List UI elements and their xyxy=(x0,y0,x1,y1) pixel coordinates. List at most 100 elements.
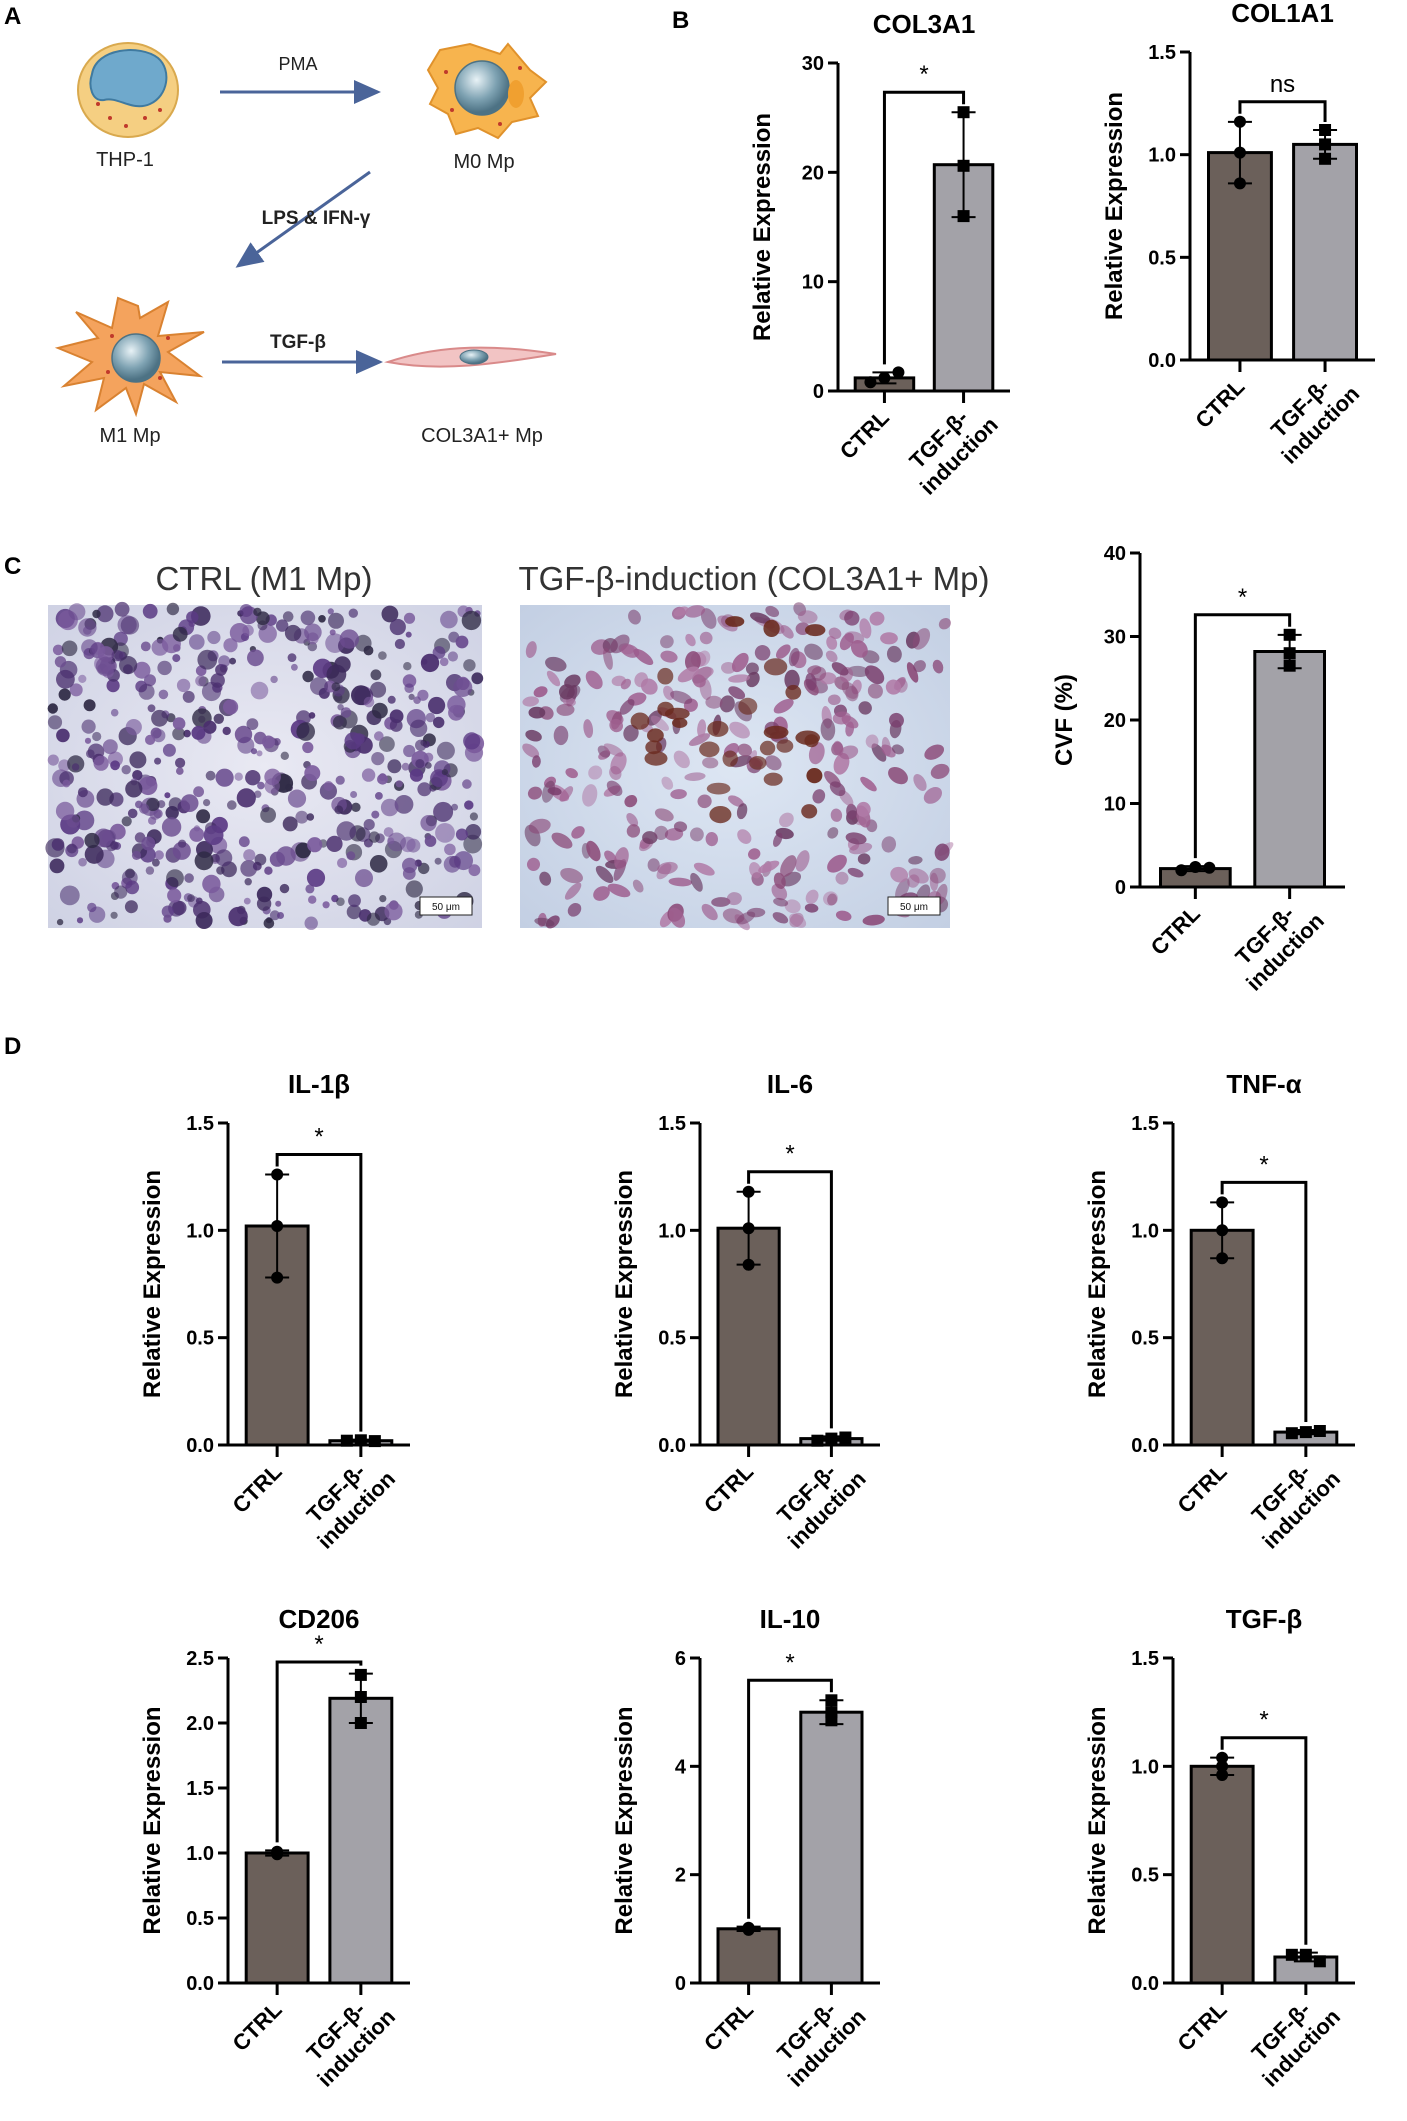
ctrl-cell-dot xyxy=(124,900,138,914)
ctrl-cell-dot xyxy=(302,670,314,683)
data-point xyxy=(1313,1425,1326,1437)
ctrl-cell-dot xyxy=(187,894,195,902)
ctrl-cell-dot xyxy=(69,683,83,697)
ctrl-cell-dot xyxy=(154,757,162,765)
ctrl-cell-dot xyxy=(432,646,446,659)
ctrl-cell-dot xyxy=(56,728,70,743)
ctrl-cell-dot xyxy=(102,739,118,755)
tgf-cell-dot xyxy=(772,832,783,847)
ctrl-cell-dot xyxy=(433,801,454,822)
tgf-cell-dot xyxy=(619,699,635,715)
ctrl-cell-dot xyxy=(229,657,237,665)
tgf-cell-dot xyxy=(606,780,623,796)
tgf-cell-dot xyxy=(700,608,717,629)
y-axis-label: Relative Expression xyxy=(139,1170,166,1398)
y-tick-label: 1.5 xyxy=(1148,42,1176,64)
tgf-cell-dot xyxy=(692,674,706,688)
ctrl-cell-dot xyxy=(113,631,128,646)
tgf-cell-dot xyxy=(621,644,640,658)
ctrl-cell-dot xyxy=(194,851,214,871)
ctrl-cell-dot xyxy=(131,850,142,861)
tgf-cell-dot xyxy=(654,825,669,840)
col3a1-cell-icon xyxy=(384,346,557,368)
bar-ctrl xyxy=(244,1851,310,1985)
ctrl-cell-dot xyxy=(140,641,151,652)
ctrl-cell-dot xyxy=(350,791,358,798)
ctrl-cell-dot xyxy=(172,841,191,860)
ctrl-cell-dot xyxy=(203,825,224,845)
data-point xyxy=(1233,115,1246,128)
ctrl-cell-dot xyxy=(355,869,373,888)
ctrl-cell-dot xyxy=(87,902,97,913)
ctrl-cell-dot xyxy=(139,803,150,814)
ctrl-cell-dot xyxy=(387,837,395,844)
ctrl-cell-dot xyxy=(378,651,387,660)
data-point xyxy=(1299,1426,1312,1439)
tgf-cell-dot xyxy=(867,683,883,699)
y-tick-label: 0.0 xyxy=(658,1435,686,1457)
tgf-cell-dot xyxy=(864,665,885,685)
tgf-cell-dot xyxy=(609,718,624,733)
significance-label: * xyxy=(1259,1151,1268,1178)
tgf-cell-dot xyxy=(607,883,631,898)
ctrl-cell-dot xyxy=(58,688,71,701)
tgf-cell-dot xyxy=(654,808,674,822)
tgf-cell-dot xyxy=(923,787,943,804)
tgf-cell-dot xyxy=(913,774,927,791)
tgf-cell-dot xyxy=(731,652,749,673)
tgf-cell-dot xyxy=(795,850,810,872)
tgf-cell-dot xyxy=(828,627,842,640)
ctrl-cell-dot xyxy=(381,605,399,623)
ctrl-cell-dot xyxy=(424,762,432,769)
ctrl-cell-dot xyxy=(166,602,180,616)
ctrl-cell-dot xyxy=(239,604,253,617)
significance-bracket xyxy=(1220,1736,1308,1945)
tgf-cell-dot xyxy=(545,656,567,672)
ctrl-cell-dot xyxy=(322,901,330,909)
tgf-cell-dot xyxy=(588,765,603,780)
tgf-cell-dot xyxy=(603,647,613,670)
ctrl-cell-dot xyxy=(408,693,415,701)
bar-tgf-induction xyxy=(328,1696,394,1985)
ctrl-cell-dot xyxy=(202,874,221,894)
ctrl-cell-dot xyxy=(114,885,128,899)
tgf-cell-dot xyxy=(907,874,920,888)
y-tick-label: 0.5 xyxy=(658,1328,686,1350)
ctrl-cell-dot xyxy=(146,797,160,812)
tgf-collagen-dot xyxy=(645,740,663,755)
ctrl-cell-dot xyxy=(49,858,65,874)
ctrl-cell-dot xyxy=(323,781,334,791)
ctrl-cell-dot xyxy=(304,916,318,930)
tgf-cell-dot xyxy=(886,645,902,663)
significance-label: * xyxy=(785,1141,794,1168)
ctrl-cell-dot xyxy=(237,736,255,754)
ctrl-cell-dot xyxy=(96,605,114,623)
y-tick-label: 1.0 xyxy=(1148,145,1176,167)
data-point xyxy=(1175,864,1188,877)
ctrl-cell-dot xyxy=(463,732,481,750)
ctrl-cell-dot xyxy=(363,819,375,831)
tgf-cell-dot xyxy=(528,818,551,834)
tgf-cell-dot xyxy=(888,766,908,785)
ctrl-cell-dot xyxy=(269,910,280,921)
tgf-collagen-dot xyxy=(804,734,819,748)
y-tick-label: 2 xyxy=(675,1865,686,1887)
ctrl-cell-dot xyxy=(387,759,402,774)
tgf-cell-dot xyxy=(689,827,704,842)
ctrl-cell-dot xyxy=(145,866,155,875)
ctrl-cell-dot xyxy=(243,897,251,905)
ctrl-cell-dot xyxy=(374,731,384,741)
tgf-cell-dot xyxy=(684,651,701,672)
tgf-cell-dot xyxy=(773,698,794,714)
y-tick-label: 0.5 xyxy=(1131,1865,1159,1887)
tgf-cell-dot xyxy=(522,743,540,758)
tgf-cell-dot xyxy=(804,643,823,660)
y-axis-label: Relative Expression xyxy=(1101,92,1128,320)
y-axis-label: Relative Expression xyxy=(611,1170,638,1398)
ctrl-cell-dot xyxy=(455,828,468,841)
tgf-cell-dot xyxy=(539,871,552,886)
ctrl-cell-dot xyxy=(276,619,289,632)
ctrl-cell-dot xyxy=(84,844,104,864)
data-point xyxy=(354,1668,367,1681)
ctrl-cell-dot xyxy=(62,779,71,788)
